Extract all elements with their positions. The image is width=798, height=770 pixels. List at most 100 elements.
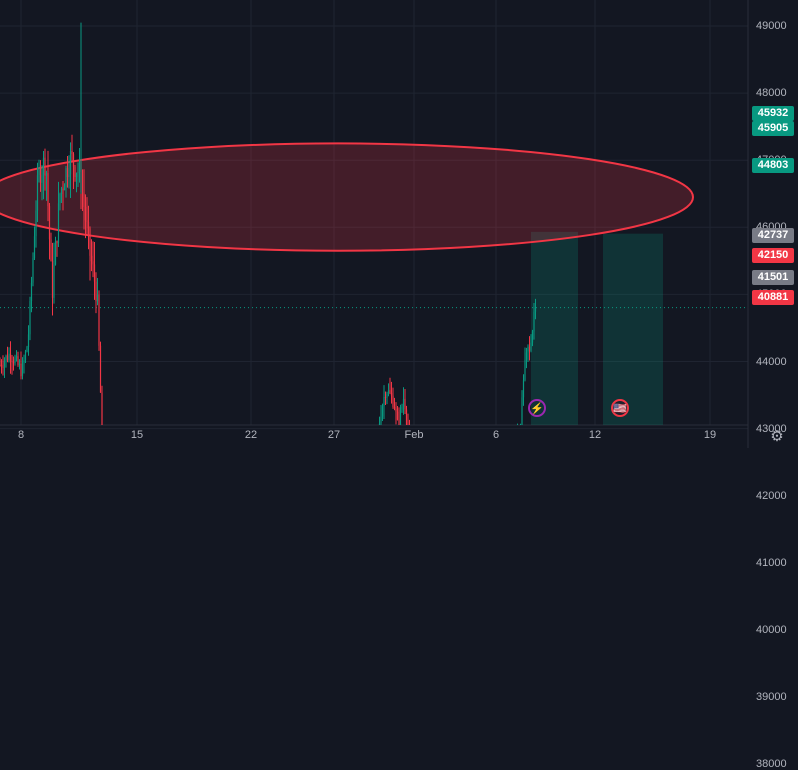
candle-body	[77, 171, 79, 174]
candle-body	[17, 356, 19, 365]
candle-body	[392, 395, 394, 408]
candle-body	[60, 188, 63, 194]
candle-body	[8, 353, 10, 361]
time-axis-label: Feb	[404, 429, 424, 441]
candle-body	[399, 409, 402, 425]
candle-body	[107, 441, 108, 446]
candle-body	[93, 264, 96, 282]
price-axis-label: 48000	[756, 87, 787, 100]
candle-body	[21, 363, 24, 377]
price-tag: 44803	[752, 158, 794, 173]
candle-body	[103, 429, 104, 441]
candle-body	[440, 443, 441, 448]
candle-body	[384, 397, 387, 398]
candle-body	[530, 342, 532, 351]
candle-body	[520, 434, 521, 438]
candle-body	[81, 192, 84, 194]
candle-body	[53, 264, 55, 298]
candle-body	[86, 220, 88, 222]
price-chart[interactable]	[0, 0, 798, 448]
candle-body	[78, 161, 81, 172]
candle-body	[393, 407, 396, 409]
candle-body	[515, 444, 516, 448]
candle-body	[23, 359, 25, 364]
candle-body	[32, 258, 34, 283]
price-tag: 45905	[752, 121, 794, 136]
candle-body	[89, 228, 91, 256]
price-axis-label: 42000	[756, 489, 787, 502]
price-tag: 45932	[752, 106, 794, 121]
candle-body	[66, 168, 69, 178]
candle-body	[161, 441, 162, 448]
position-2-profit-zone	[603, 233, 663, 425]
candle-body	[84, 206, 87, 221]
candle-body	[9, 353, 12, 361]
candle-body	[383, 397, 385, 407]
candle-body	[402, 398, 405, 407]
candle-body	[62, 188, 64, 191]
price-axis-label: 39000	[756, 691, 787, 703]
candle-body	[101, 392, 103, 425]
price-tag: 42737	[752, 228, 794, 243]
candle-body	[74, 166, 76, 177]
candle-body	[75, 173, 78, 177]
price-axis-label: 43000	[756, 422, 787, 435]
candle-body	[404, 398, 406, 410]
price-axis-label: 44000	[756, 355, 787, 368]
candle-body	[2, 366, 4, 368]
candle-body	[35, 210, 37, 237]
candle-body	[45, 173, 48, 176]
candle-body	[24, 351, 27, 360]
candle-body	[98, 294, 100, 346]
candle-body	[71, 150, 73, 155]
candle-body	[39, 168, 42, 183]
time-axis-label: 8	[17, 429, 25, 441]
position-1-profit-zone	[531, 231, 578, 425]
candle-body	[30, 282, 33, 302]
candle-body	[26, 347, 28, 352]
candle-body	[517, 436, 518, 443]
candle-body	[59, 193, 61, 204]
candle-body	[15, 356, 18, 359]
plot-area[interactable]	[0, 22, 748, 448]
candle-body	[27, 334, 30, 348]
us-flag-event-icon[interactable]: 🇺🇸	[611, 399, 629, 417]
candle-body	[42, 157, 45, 175]
candle-body	[522, 380, 525, 398]
candle-body	[380, 416, 382, 424]
settings-gear-icon[interactable]: ⚙	[770, 428, 784, 445]
price-axis-label: 41000	[756, 556, 787, 569]
lightning-event-icon[interactable]: ⚡	[528, 399, 546, 417]
candle-body	[398, 419, 400, 425]
candle-body	[44, 157, 46, 176]
candle-body	[395, 408, 397, 412]
candle-body	[401, 406, 403, 410]
candle-body	[5, 355, 7, 362]
candle-body	[47, 173, 49, 207]
time-axis-label: 15	[130, 429, 144, 441]
candle-body	[6, 355, 9, 361]
candle-body	[527, 346, 529, 353]
price-axis-label: 38000	[756, 758, 787, 770]
candle-body	[381, 406, 384, 417]
time-axis-label: 6	[492, 429, 500, 441]
candle-body	[106, 441, 107, 447]
time-axis-label: 19	[703, 429, 717, 441]
time-axis-label: 22	[244, 429, 258, 441]
candle-body	[95, 281, 97, 302]
candle-body	[528, 346, 531, 351]
candle-body	[158, 443, 159, 448]
candle-body	[11, 360, 13, 363]
candle-body	[20, 363, 22, 377]
candle-body	[387, 390, 390, 394]
resistance-ellipse	[0, 142, 694, 252]
candle-body	[92, 261, 94, 265]
price-axis-label: 40000	[756, 623, 787, 636]
candle-body	[65, 168, 67, 188]
time-axis-label: 12	[588, 429, 602, 441]
candle-body	[405, 409, 408, 425]
candle-body	[56, 241, 58, 244]
price-tag: 40881	[752, 290, 794, 305]
candle-body	[104, 441, 105, 447]
